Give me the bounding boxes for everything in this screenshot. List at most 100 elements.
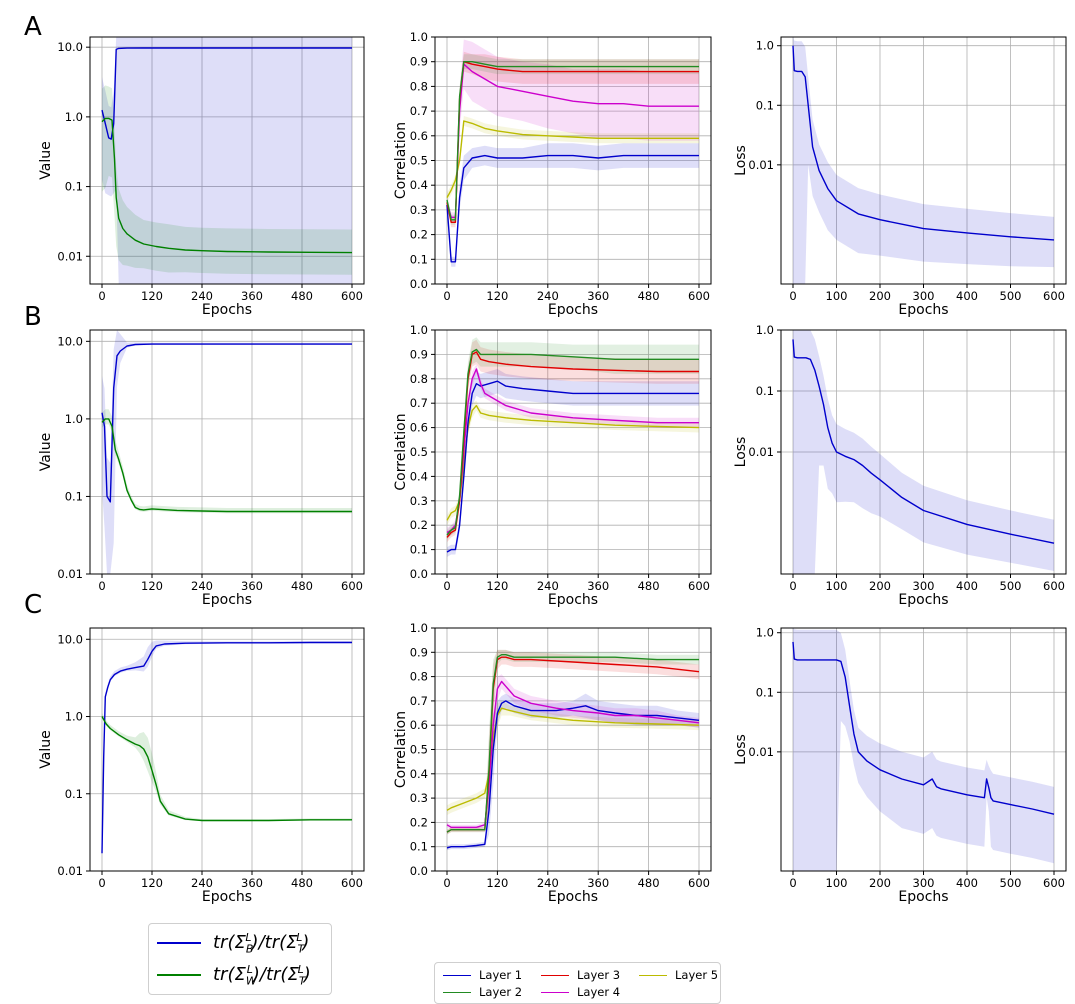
series-line xyxy=(446,654,699,833)
plot-area xyxy=(101,640,352,855)
y-tick-label: 0.1 xyxy=(410,252,428,266)
panel-letter-a: A xyxy=(24,12,42,42)
x-tick-label: 480 xyxy=(291,579,313,593)
series-line xyxy=(101,47,352,140)
x-tick-label: 480 xyxy=(291,289,313,303)
x-tick-label: 360 xyxy=(587,579,609,593)
x-tick-label: 0 xyxy=(98,876,105,890)
x-tick-label: 300 xyxy=(913,289,935,303)
y-axis-label: Correlation xyxy=(393,413,409,490)
plot-area xyxy=(446,649,700,851)
x-tick-label: 0 xyxy=(789,579,796,593)
y-tick-label: 0.3 xyxy=(410,791,428,805)
y-tick-label: 0.01 xyxy=(57,249,83,263)
plot-area xyxy=(446,337,700,557)
axes-frame xyxy=(89,329,365,575)
x-tick-label: 480 xyxy=(638,876,660,890)
x-axis-label: Epochs xyxy=(548,592,598,608)
x-tick-label: 300 xyxy=(913,876,935,890)
ratio-legend-entry-between: tr(ΣBL)/tr(ΣTL) xyxy=(157,928,309,958)
y-tick-label: 0.2 xyxy=(410,228,428,242)
panel-letter-b: B xyxy=(24,302,42,332)
x-tick-label: 100 xyxy=(826,289,848,303)
confidence-band xyxy=(793,628,1054,871)
y-tick-label: 1.0 xyxy=(410,621,428,635)
ratio-legend-entry-within: tr(ΣWL)/tr(ΣTL) xyxy=(157,960,311,990)
series-line xyxy=(792,45,1055,241)
axes-frame xyxy=(89,627,365,872)
series-line xyxy=(446,680,700,828)
layer-2-swatch xyxy=(443,991,471,993)
plot-area xyxy=(446,39,699,267)
y-tick-label: 0.1 xyxy=(410,543,428,557)
x-axis-label: Epochs xyxy=(898,592,948,608)
x-tick-label: 0 xyxy=(443,289,450,303)
y-axis-label: Loss xyxy=(733,734,749,765)
confidence-band xyxy=(447,39,699,223)
x-tick-label: 120 xyxy=(486,289,508,303)
y-tick-label: 0.9 xyxy=(410,55,428,69)
y-tick-label: 0.1 xyxy=(65,787,83,801)
x-axis-label: Epochs xyxy=(202,592,252,608)
x-tick-label: 600 xyxy=(1043,579,1065,593)
y-tick-label: 0.1 xyxy=(756,98,774,112)
confidence-band xyxy=(102,37,352,284)
confidence-band xyxy=(447,369,699,557)
y-tick-label: 1.0 xyxy=(65,710,83,724)
y-tick-label: 0.5 xyxy=(410,154,428,168)
series-line xyxy=(101,418,352,513)
x-tick-label: 120 xyxy=(141,579,163,593)
y-tick-label: 0.4 xyxy=(410,178,428,192)
y-tick-label: 0.6 xyxy=(410,718,428,732)
x-tick-label: 0 xyxy=(443,579,450,593)
y-tick-label: 0.3 xyxy=(410,203,428,217)
chart-B-loss: 0 100 200 300 400 500 600 0.01 0.1 1.0 Epochs Loss xyxy=(733,323,1067,608)
x-axis-label: Epochs xyxy=(202,302,252,318)
series-line xyxy=(792,339,1055,544)
confidence-band xyxy=(447,143,699,267)
x-tick-label: 240 xyxy=(191,289,213,303)
plot-area xyxy=(101,330,352,574)
y-tick-label: 0.1 xyxy=(65,180,83,194)
y-tick-label: 0.8 xyxy=(410,79,428,93)
x-tick-label: 120 xyxy=(141,289,163,303)
x-tick-label: 200 xyxy=(869,876,891,890)
x-tick-label: 360 xyxy=(241,289,263,303)
y-axis-label: Value xyxy=(38,730,54,768)
layer-4-swatch xyxy=(541,991,569,993)
confidence-band xyxy=(447,700,699,816)
confidence-band xyxy=(793,330,1054,574)
y-tick-label: 0.9 xyxy=(410,645,428,659)
x-axis-label: Epochs xyxy=(202,889,252,905)
confidence-band xyxy=(102,85,352,275)
within-class-label: tr(ΣWL)/tr(ΣTL) xyxy=(213,962,311,988)
y-tick-label: 0.9 xyxy=(410,347,428,361)
y-tick-label: 0.8 xyxy=(410,670,428,684)
y-tick-label: 0.7 xyxy=(410,104,428,118)
series-line xyxy=(446,656,700,833)
chart-A-corr: 0 120 240 360 480 600 0.0 0.1 0.2 0.3 0.4 0.5 0.6 0.7… xyxy=(393,30,712,318)
y-tick-label: 1.0 xyxy=(410,30,428,44)
y-tick-label: 0.01 xyxy=(748,745,774,759)
layer-4-label: Layer 4 xyxy=(577,985,621,999)
y-tick-label: 10.0 xyxy=(57,632,83,646)
x-tick-label: 400 xyxy=(956,876,978,890)
series-line xyxy=(446,61,699,221)
series-line xyxy=(101,343,352,503)
x-tick-label: 480 xyxy=(291,876,313,890)
x-tick-label: 100 xyxy=(826,579,848,593)
y-tick-label: 0.0 xyxy=(410,864,428,878)
y-tick-label: 0.01 xyxy=(748,445,774,459)
y-tick-label: 0.6 xyxy=(410,421,428,435)
x-tick-label: 600 xyxy=(688,579,710,593)
x-tick-label: 200 xyxy=(869,289,891,303)
y-tick-label: 1.0 xyxy=(756,39,774,53)
y-tick-label: 0.2 xyxy=(410,518,428,532)
y-tick-label: 10.0 xyxy=(57,334,83,348)
y-tick-label: 1.0 xyxy=(756,626,774,640)
y-tick-label: 0.1 xyxy=(756,685,774,699)
confidence-band xyxy=(102,409,352,514)
series-line xyxy=(446,380,699,553)
axes-frame xyxy=(89,36,365,285)
between-class-line-swatch xyxy=(157,942,201,944)
